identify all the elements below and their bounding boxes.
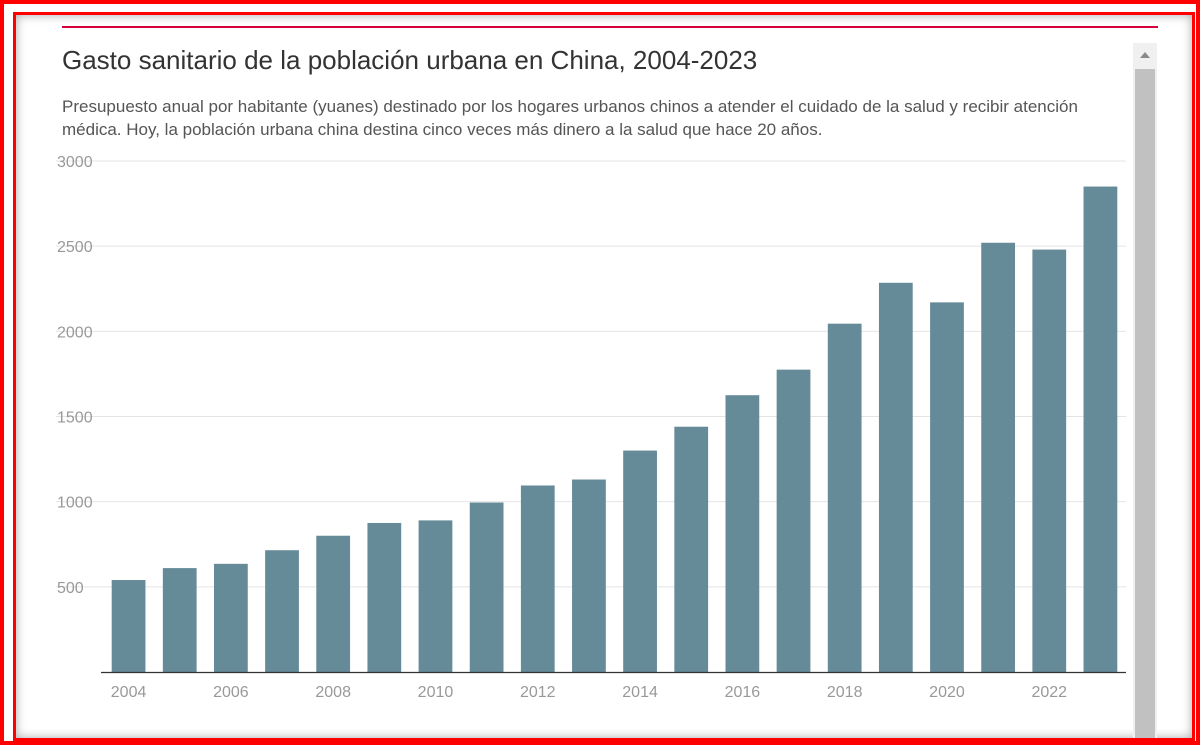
bar[interactable] xyxy=(111,580,146,672)
y-tick-label: 1000 xyxy=(57,495,93,512)
y-tick-label: 3000 xyxy=(57,154,93,171)
bar[interactable] xyxy=(1083,186,1118,673)
bar[interactable] xyxy=(265,550,299,672)
bar[interactable] xyxy=(162,568,197,672)
bar[interactable] xyxy=(981,242,1016,672)
y-tick-label: 2500 xyxy=(57,239,93,256)
bar[interactable] xyxy=(776,369,811,672)
bar[interactable] xyxy=(213,563,248,672)
bar[interactable] xyxy=(674,426,709,672)
bar[interactable] xyxy=(520,485,555,672)
x-tick-label: 2006 xyxy=(213,684,249,701)
y-tick-label: 1500 xyxy=(57,410,93,427)
chevron-up-icon[interactable] xyxy=(1133,43,1157,68)
chart-subtitle: Presupuesto anual por habitante (yuanes)… xyxy=(62,97,1078,139)
x-tick-label: 2020 xyxy=(929,684,965,701)
bar[interactable] xyxy=(316,535,351,672)
bar[interactable] xyxy=(725,395,760,672)
bar[interactable] xyxy=(878,282,913,672)
bar[interactable] xyxy=(827,323,862,672)
bar[interactable] xyxy=(418,520,453,672)
y-tick-label: 500 xyxy=(57,580,84,597)
x-tick-label: 2016 xyxy=(725,684,761,701)
bar[interactable] xyxy=(367,522,402,672)
bar[interactable] xyxy=(930,302,964,672)
chart-title: Gasto sanitario de la población urbana e… xyxy=(62,45,758,75)
top-rule xyxy=(62,26,1158,28)
scrollbar-thumb[interactable] xyxy=(1135,69,1155,738)
x-tick-label: 2012 xyxy=(520,684,556,701)
x-tick-label: 2004 xyxy=(111,684,147,701)
bar[interactable] xyxy=(572,479,606,672)
bar[interactable] xyxy=(1032,249,1067,672)
x-tick-label: 2008 xyxy=(315,684,351,701)
x-tick-label: 2018 xyxy=(827,684,863,701)
x-tick-label: 2022 xyxy=(1031,684,1067,701)
bar[interactable] xyxy=(623,450,657,672)
x-tick-label: 2014 xyxy=(622,684,658,701)
y-tick-label: 2000 xyxy=(57,324,93,341)
vertical-scrollbar[interactable] xyxy=(1133,43,1157,738)
x-tick-label: 2010 xyxy=(418,684,454,701)
bar[interactable] xyxy=(469,502,504,672)
